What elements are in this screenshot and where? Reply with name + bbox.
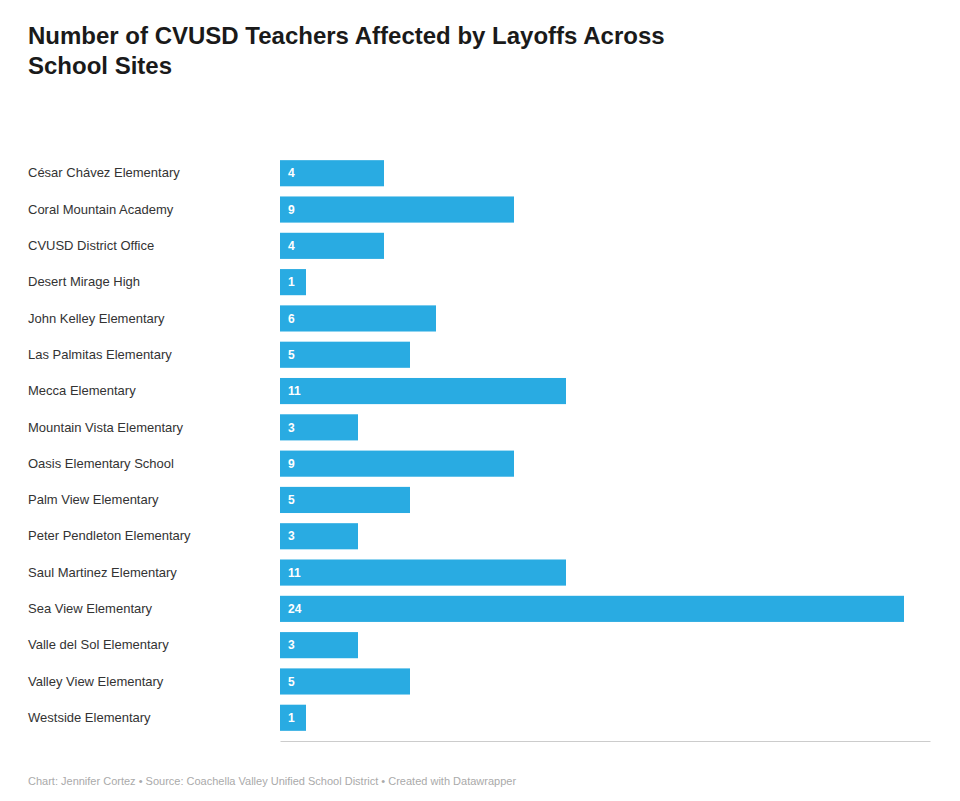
y-tick-label: Palm View Elementary — [28, 492, 159, 507]
y-tick: César Chávez Elementary — [28, 165, 180, 180]
data-label: 3 — [288, 529, 295, 543]
bar — [280, 305, 436, 331]
bar — [280, 451, 514, 477]
y-tick: Valley View Elementary — [28, 674, 164, 689]
y-tick: Palm View Elementary — [28, 492, 159, 507]
bar — [280, 523, 358, 549]
y-tick-label: Oasis Elementary School — [28, 456, 174, 471]
bar — [280, 196, 514, 222]
y-tick: Westside Elementary — [28, 710, 151, 725]
data-labels: 4 9 4 1 6 5 11 3 9 5 3 11 24 3 5 1 — [288, 166, 302, 725]
data-label: 1 — [288, 275, 295, 289]
y-tick-label: Las Palmitas Elementary — [28, 347, 172, 362]
y-tick-label: John Kelley Elementary — [28, 311, 165, 326]
data-label: 1 — [288, 711, 295, 725]
data-label: 5 — [288, 675, 295, 689]
bar — [280, 160, 384, 186]
bar — [280, 705, 306, 731]
y-tick: Mountain Vista Elementary — [28, 420, 184, 435]
data-label: 4 — [288, 166, 295, 180]
y-tick-label: Valle del Sol Elementary — [28, 637, 169, 652]
y-tick-label: Desert Mirage High — [28, 274, 140, 289]
y-tick: Saul Martinez Elementary — [28, 565, 177, 580]
y-tick-label: CVUSD District Office — [28, 238, 154, 253]
bar — [280, 632, 358, 658]
y-tick: Las Palmitas Elementary — [28, 347, 172, 362]
footer: Chart: Jennifer Cortez • Source: Coachel… — [28, 775, 516, 787]
bar — [280, 668, 410, 694]
x-axis — [281, 741, 931, 742]
bar — [280, 233, 384, 259]
plot: César Chávez Elementary Coral Mountain Ac… — [28, 160, 931, 741]
data-label: 5 — [288, 348, 295, 362]
data-label: 3 — [288, 421, 295, 435]
y-tick: Peter Pendleton Elementary — [28, 528, 191, 543]
y-tick: CVUSD District Office — [28, 238, 154, 253]
data-label: 24 — [288, 602, 302, 616]
y-tick-label: César Chávez Elementary — [28, 165, 180, 180]
data-label: 5 — [288, 493, 295, 507]
data-label: 11 — [288, 566, 301, 580]
y-tick: Mecca Elementary — [28, 383, 136, 398]
data-label: 6 — [288, 312, 295, 326]
data-label: 9 — [288, 457, 295, 471]
bar — [280, 414, 358, 440]
chart: Number of CVUSD Teachers Affected by Lay… — [0, 0, 960, 801]
y-tick: Sea View Elementary — [28, 601, 153, 616]
bar — [280, 342, 410, 368]
y-tick-label: Westside Elementary — [28, 710, 151, 725]
x-axis-line — [281, 741, 931, 742]
bar — [280, 596, 904, 622]
data-label: 11 — [288, 384, 301, 398]
bar — [280, 559, 566, 585]
y-tick: Oasis Elementary School — [28, 456, 174, 471]
y-tick: Valle del Sol Elementary — [28, 637, 169, 652]
bar — [280, 378, 566, 404]
y-axis: César Chávez Elementary Coral Mountain Ac… — [28, 165, 191, 725]
data-label: 4 — [288, 239, 295, 253]
y-tick-label: Mountain Vista Elementary — [28, 420, 184, 435]
bar — [280, 487, 410, 513]
bars — [280, 160, 904, 731]
data-label: 3 — [288, 638, 295, 652]
y-tick-label: Coral Mountain Academy — [28, 202, 174, 217]
title: Number of CVUSD Teachers Affected by Lay… — [28, 22, 665, 79]
y-tick-label: Sea View Elementary — [28, 601, 153, 616]
y-tick-label: Saul Martinez Elementary — [28, 565, 177, 580]
bar — [280, 269, 306, 295]
y-tick: Coral Mountain Academy — [28, 202, 174, 217]
y-tick: Desert Mirage High — [28, 274, 140, 289]
y-tick-label: Mecca Elementary — [28, 383, 136, 398]
y-tick-label: Peter Pendleton Elementary — [28, 528, 191, 543]
y-tick-label: Valley View Elementary — [28, 674, 164, 689]
y-tick: John Kelley Elementary — [28, 311, 165, 326]
data-label: 9 — [288, 203, 295, 217]
